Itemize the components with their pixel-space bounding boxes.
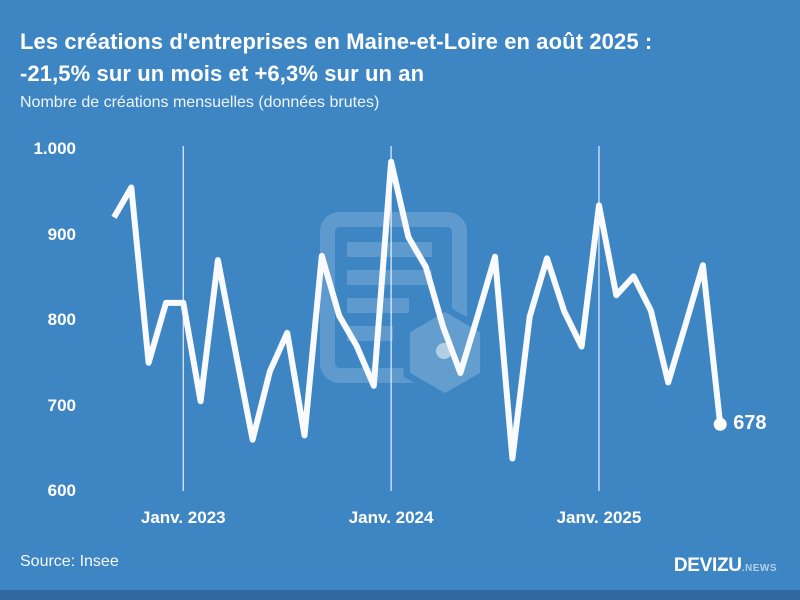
x-tick-label: Janv. 2025 bbox=[556, 508, 642, 527]
watermark-text-bar bbox=[347, 270, 432, 285]
watermark-document-outline bbox=[320, 212, 467, 383]
devizu-logo-text: DEVIZU bbox=[673, 555, 742, 576]
x-tick-label: Janv. 2024 bbox=[348, 508, 434, 527]
y-tick-label: 600 bbox=[47, 481, 76, 500]
chart-title-line1: Les créations d'entreprises en Maine-et-… bbox=[20, 29, 653, 54]
y-tick-label: 800 bbox=[47, 310, 76, 329]
devizu-logo: DEVIZU.NEWS bbox=[674, 555, 777, 577]
source-label: Source: Insee bbox=[20, 553, 119, 570]
chart-title-line2: -21,5% sur un mois et +6,3% sur un an bbox=[20, 61, 425, 86]
y-tick-label: 700 bbox=[47, 395, 76, 415]
x-tick-label: Janv. 2023 bbox=[140, 508, 226, 527]
y-tick-label: 1.000 bbox=[33, 139, 76, 158]
chart-title: Les créations d'entreprises en Maine-et-… bbox=[20, 26, 652, 90]
chart-subtitle: Nombre de créations mensuelles (données … bbox=[20, 94, 380, 111]
watermark-text-bar bbox=[347, 326, 393, 341]
series-end-dot bbox=[713, 417, 727, 431]
series-line bbox=[111, 158, 724, 462]
devizu-logo-suffix: .NEWS bbox=[741, 563, 777, 574]
y-tick-label: 900 bbox=[47, 224, 76, 244]
bottom-strip bbox=[0, 590, 800, 600]
series-end-value-label: 678 bbox=[733, 412, 767, 435]
